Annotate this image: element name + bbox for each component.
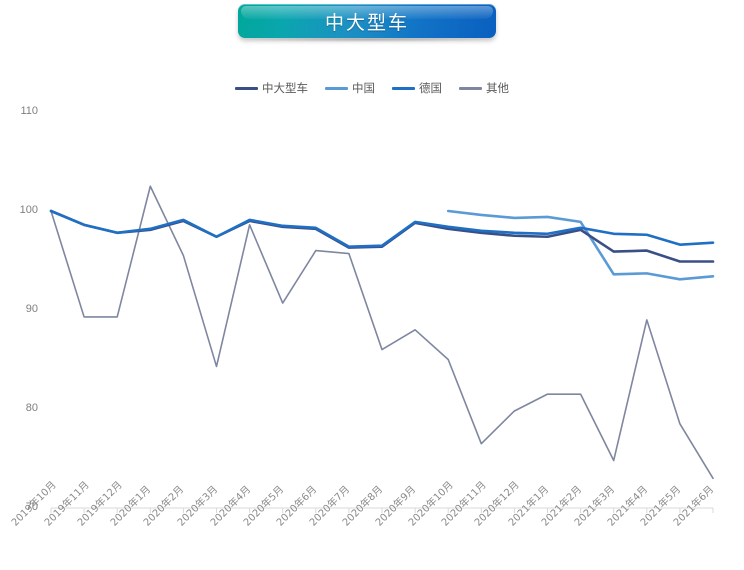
- legend-swatch-icon-0: [235, 86, 258, 90]
- title-banner-shadow: [244, 37, 492, 42]
- chart-legend: 中大型车 中国 德国 其他: [0, 80, 744, 96]
- legend-label-2: 德国: [419, 81, 442, 95]
- series-line-中国[interactable]: [446, 209, 715, 281]
- series-line-中大型车[interactable]: [49, 209, 715, 263]
- title-pill: 中大型车: [238, 4, 496, 38]
- legend-label-1: 中国: [352, 81, 375, 95]
- page-title: 中大型车: [324, 11, 409, 34]
- y-axis-tick-label: 80: [25, 402, 38, 414]
- y-axis-tick-label: 100: [19, 204, 38, 216]
- legend-label-3: 其他: [486, 81, 509, 95]
- chart-title-banner: 中大型车: [238, 4, 496, 42]
- legend-item-0[interactable]: 中大型车: [235, 80, 308, 96]
- legend-item-1[interactable]: 中国: [325, 80, 375, 96]
- legend-swatch-icon-2: [392, 86, 415, 90]
- legend-swatch-icon-3: [459, 86, 482, 90]
- legend-item-3[interactable]: 其他: [459, 80, 509, 96]
- series-line-德国[interactable]: [49, 209, 715, 248]
- series-line-其他[interactable]: [50, 185, 714, 480]
- y-axis-tick-label: 70: [25, 501, 38, 513]
- legend-swatch-icon-1: [325, 86, 348, 90]
- y-axis-tick-label: 90: [25, 303, 38, 315]
- y-axis-tick-label: 110: [20, 105, 38, 117]
- legend-item-2[interactable]: 德国: [392, 80, 442, 96]
- legend-label-0: 中大型车: [262, 81, 308, 95]
